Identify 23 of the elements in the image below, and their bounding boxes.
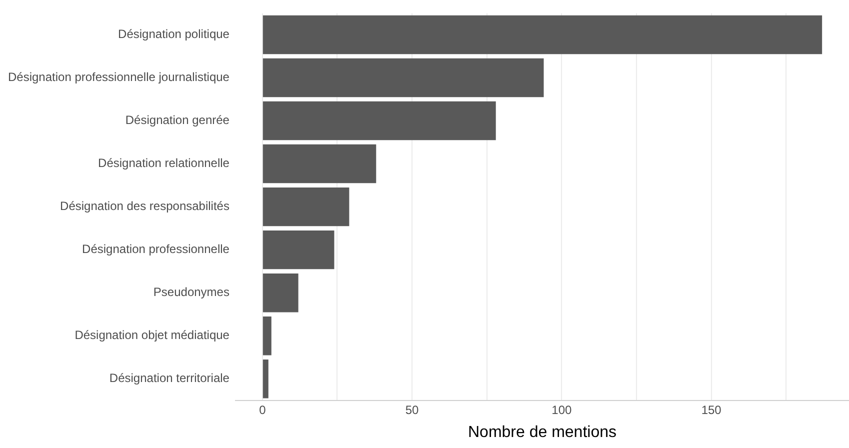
x-tick-label: 0	[259, 402, 266, 417]
x-axis-title: Nombre de mentions	[468, 424, 616, 441]
bar	[262, 15, 822, 54]
x-tick-label: 50	[405, 402, 420, 417]
y-tick-label: Désignation objet médiatique	[74, 328, 230, 342]
y-tick-label: Désignation genrée	[125, 113, 230, 128]
x-tick-label: 150	[701, 402, 722, 417]
y-tick-label: Désignation professionnelle journalistique	[8, 70, 230, 84]
y-tick-label: Pseudonymes	[153, 285, 230, 300]
bar	[262, 101, 496, 140]
bar	[262, 316, 272, 356]
y-tick-label: Désignation des responsabilités	[60, 199, 230, 214]
y-tick-label: Désignation professionnelle	[82, 242, 230, 256]
bar	[262, 273, 298, 312]
y-tick-label: Désignation relationnelle	[98, 156, 230, 170]
bar	[262, 230, 334, 270]
y-tick-label: Désignation territoriale	[109, 371, 230, 386]
bar	[262, 187, 350, 226]
x-tick-label: 100	[552, 402, 572, 417]
y-tick-label: Désignation politique	[118, 27, 230, 42]
bar	[262, 58, 544, 98]
bar	[262, 360, 268, 398]
bar	[262, 144, 376, 184]
